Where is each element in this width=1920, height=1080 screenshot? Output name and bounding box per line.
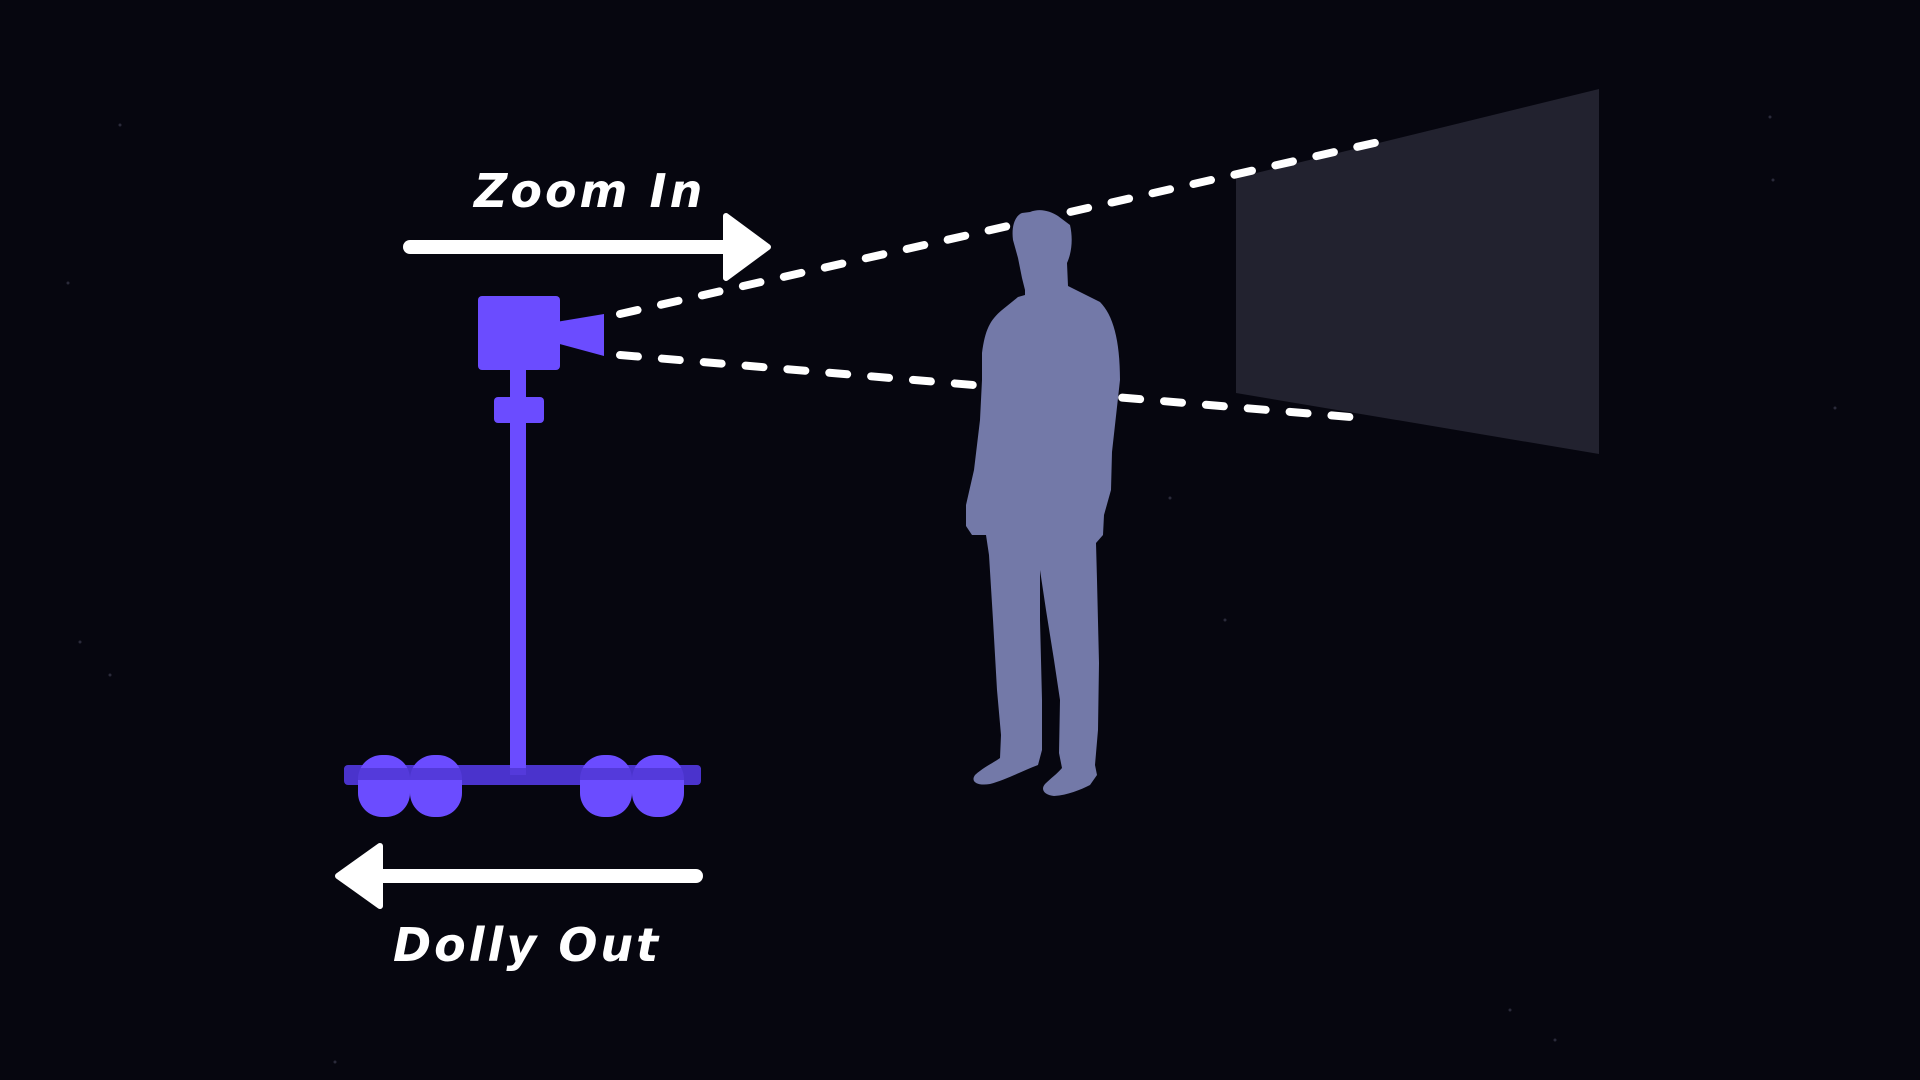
dolly-out-label: Dolly Out — [393, 918, 662, 972]
lower-view-line — [616, 351, 1366, 422]
view-lines — [616, 137, 1387, 422]
dolly-wheel — [580, 755, 632, 817]
arrow-left-icon — [335, 843, 703, 909]
arrow-right-icon — [403, 213, 771, 281]
dolly-track-overlay — [344, 768, 701, 780]
person-silhouette-icon — [966, 210, 1120, 796]
dolly-wheel — [410, 755, 462, 817]
tripod-pole — [510, 405, 526, 775]
zoom-in-label: Zoom In — [474, 164, 706, 218]
camera-dolly-rig — [344, 296, 701, 817]
tripod-head-mount — [494, 397, 544, 423]
camera-body — [478, 296, 560, 370]
dolly-wheel — [632, 755, 684, 817]
background-specks — [66, 115, 1837, 1064]
camera-lens — [556, 314, 604, 356]
tripod-head-neck — [510, 365, 526, 407]
projection-screen — [1236, 89, 1599, 454]
upper-view-line — [616, 137, 1387, 318]
dolly-wheel — [358, 755, 410, 817]
